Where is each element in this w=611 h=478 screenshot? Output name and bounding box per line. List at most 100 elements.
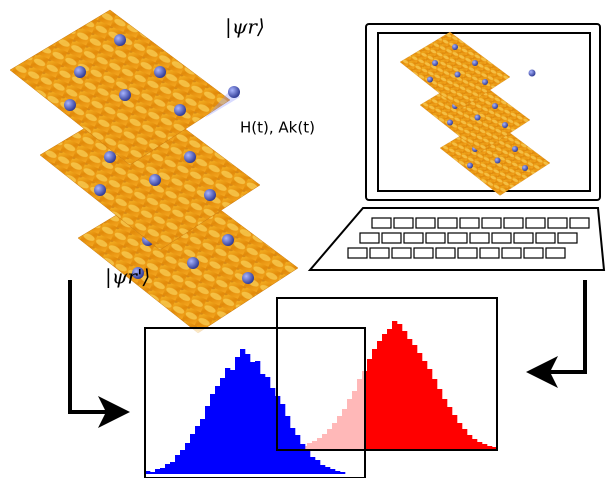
key xyxy=(479,247,500,259)
key xyxy=(403,232,424,244)
histogram-bar xyxy=(407,339,413,449)
state-label: |ψr'⟩ xyxy=(105,265,150,290)
histogram-bar xyxy=(432,379,438,449)
histogram-bar xyxy=(412,345,418,449)
histogram-bar xyxy=(462,429,468,449)
key xyxy=(369,247,390,259)
histogram-bar xyxy=(235,357,241,474)
histogram-bar xyxy=(320,465,326,474)
key xyxy=(391,247,412,259)
histogram-bar xyxy=(467,435,473,449)
histogram-bar xyxy=(170,462,176,474)
histogram-bar xyxy=(305,450,311,474)
key xyxy=(393,217,414,229)
key xyxy=(523,247,544,259)
histogram-bar xyxy=(295,435,301,474)
panel-frame xyxy=(144,327,366,478)
histogram-bar xyxy=(382,334,388,449)
histogram-bar xyxy=(265,377,271,474)
histogram-bar xyxy=(397,324,403,449)
histogram-bar xyxy=(250,362,256,474)
histogram-bar xyxy=(417,353,423,449)
histogram-bar xyxy=(340,472,346,474)
histogram-bar xyxy=(245,354,251,474)
histogram-bar xyxy=(160,468,166,474)
histogram-bar xyxy=(315,460,321,474)
histogram-bar xyxy=(482,444,488,449)
histogram-bar xyxy=(427,369,433,449)
key xyxy=(491,232,512,244)
histogram-bar xyxy=(335,471,341,474)
histogram-bar xyxy=(195,426,201,474)
key xyxy=(457,247,478,259)
histogram-bar xyxy=(372,349,378,449)
histogram-bar xyxy=(387,329,393,449)
key xyxy=(557,232,578,244)
key xyxy=(371,217,392,229)
histogram-bar xyxy=(457,423,463,449)
histogram-bar xyxy=(280,404,286,474)
key xyxy=(415,217,436,229)
histogram-bar xyxy=(477,442,483,449)
histogram-bar xyxy=(255,361,261,474)
key xyxy=(535,232,556,244)
key xyxy=(545,247,566,259)
histogram-bar xyxy=(220,378,226,474)
key xyxy=(381,232,402,244)
histogram-bar xyxy=(392,321,398,449)
histogram-bar xyxy=(270,388,276,474)
histogram-bar xyxy=(165,464,171,474)
histogram-bar xyxy=(190,434,196,474)
histogram-bar xyxy=(185,443,191,474)
histogram-bar xyxy=(325,467,331,474)
key xyxy=(437,217,458,229)
histogram-bar xyxy=(240,349,246,474)
histogram-bar xyxy=(402,331,408,449)
histogram-bar xyxy=(442,399,448,449)
operator-label: H(t), Ak(t) xyxy=(240,119,315,137)
key xyxy=(459,217,480,229)
histogram-bar xyxy=(447,407,453,449)
histogram-bar xyxy=(145,471,151,474)
histogram-bar xyxy=(285,416,291,474)
histogram-bar xyxy=(225,368,231,474)
histogram-bar xyxy=(377,341,383,449)
key xyxy=(359,232,380,244)
key xyxy=(447,232,468,244)
histogram-bar xyxy=(210,394,216,474)
histogram-bar xyxy=(260,374,266,474)
histogram-bar xyxy=(200,419,206,474)
histogram-bar xyxy=(300,444,306,474)
histogram-bar xyxy=(492,447,498,449)
laptop xyxy=(307,23,606,271)
key xyxy=(513,232,534,244)
laptop-screen xyxy=(399,31,551,196)
histogram-bar xyxy=(150,472,156,474)
histogram-bar xyxy=(205,406,211,474)
histogram-bar xyxy=(487,446,493,449)
key xyxy=(425,232,446,244)
histogram-bar xyxy=(367,359,373,449)
histogram-bar xyxy=(330,469,336,474)
key xyxy=(413,247,434,259)
state-label: |ψr⟩ xyxy=(225,15,265,40)
histogram-bar xyxy=(180,450,186,474)
key xyxy=(525,217,546,229)
histogram-bar xyxy=(230,370,236,474)
histogram-bar xyxy=(215,386,221,474)
key xyxy=(469,232,490,244)
histogram-bar xyxy=(472,439,478,449)
key xyxy=(503,217,524,229)
histogram-bar xyxy=(422,361,428,449)
surface-stack xyxy=(9,9,299,334)
histogram-bar xyxy=(437,389,443,449)
histogram-bar xyxy=(452,415,458,449)
histogram-bar xyxy=(310,457,316,474)
key xyxy=(481,217,502,229)
key xyxy=(347,247,368,259)
key xyxy=(547,217,568,229)
arrows xyxy=(68,280,587,428)
key xyxy=(435,247,456,259)
panel-frame xyxy=(276,297,498,451)
